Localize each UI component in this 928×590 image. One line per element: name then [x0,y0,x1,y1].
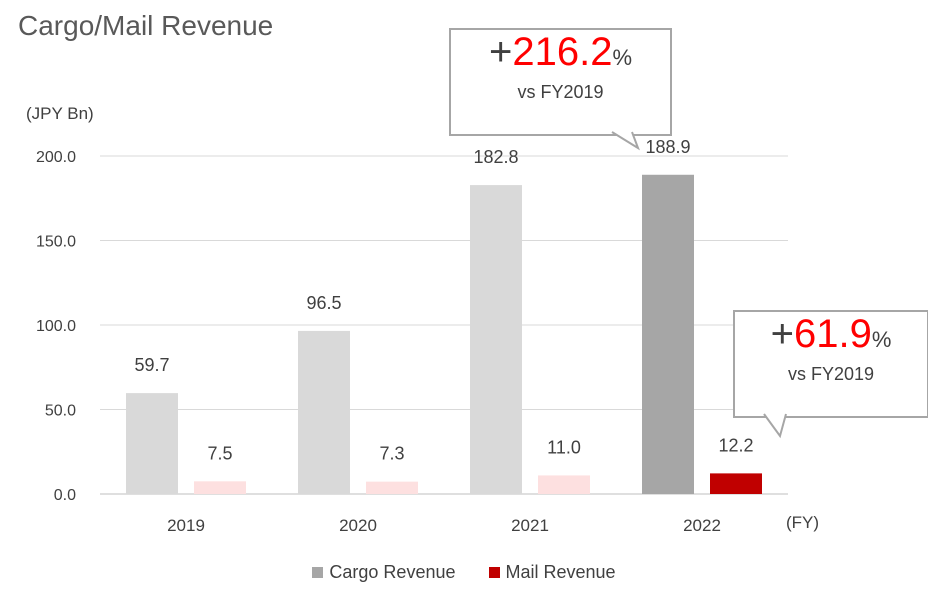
chart-legend: Cargo Revenue Mail Revenue [0,562,928,583]
legend-swatch-mail [488,567,500,578]
x-tick-label-2022: 2022 [683,516,721,535]
mail-value-label-2019: 7.5 [207,443,232,463]
x-tick-label-2019: 2019 [167,516,205,535]
mail-value-label-2020: 7.3 [379,444,404,464]
cargo-bar-2022 [642,174,694,494]
mail-callout-pointer [763,413,787,439]
legend-label-cargo: Cargo Revenue [329,562,456,582]
y-tick-label: 50.0 [45,403,76,420]
x-tick-label-2020: 2020 [339,516,377,535]
cargo-growth-callout: +216.2% vs FY2019 [449,28,672,136]
cargo-growth-figure: +216.2% [451,30,670,80]
legend-item-mail: Mail Revenue [488,562,616,583]
cargo-value-label-2021: 182.8 [473,147,518,167]
mail-value-label-2022: 12.2 [718,435,753,455]
mail-growth-caption: vs FY2019 [787,364,875,384]
mail-growth-plus: + [770,312,794,356]
mail-bar-2022 [710,473,762,494]
legend-label-mail: Mail Revenue [505,562,616,582]
cargo-callout-pointer [611,131,640,151]
legend-swatch-cargo [312,567,324,578]
mail-growth-value: 61.9 [793,312,872,356]
cargo-value-label-2020: 96.5 [306,293,341,313]
mail-bar-2019 [194,481,246,494]
cargo-bar-2019 [126,393,178,494]
cargo-bar-2021 [470,185,522,494]
cargo-growth-plus: + [488,30,513,74]
y-tick-label: 200.0 [36,149,76,166]
x-axis-unit-label: (FY) [786,513,820,532]
cargo-value-label-2022: 188.9 [645,137,690,157]
cargo-bar-2020 [298,330,350,494]
y-tick-label: 100.0 [36,318,76,335]
mail-growth-figure: +61.9% [735,312,927,362]
cargo-growth-percent: % [612,45,633,70]
mail-growth-percent: % [871,327,892,352]
legend-item-cargo: Cargo Revenue [312,562,456,583]
chart-title: Cargo/Mail Revenue [18,10,274,41]
mail-bar-2020 [366,481,418,494]
mail-bar-2021 [538,475,590,494]
mail-value-label-2021: 11.0 [547,437,581,457]
y-axis-unit-label: (JPY Bn) [26,104,94,123]
cargo-growth-caption: vs FY2019 [517,82,604,102]
mail-growth-callout: +61.9% vs FY2019 [733,310,928,418]
y-tick-label: 150.0 [36,234,76,251]
cargo-value-label-2019: 59.7 [134,355,169,375]
x-tick-label-2021: 2021 [511,516,549,535]
bar-chart: 0.0 50.0 100.0 150.0 200.0 59.7 7.5 2019 96.5 7.3… [36,137,788,535]
y-tick-label: 0.0 [54,487,76,504]
cargo-growth-value: 216.2 [512,30,613,74]
